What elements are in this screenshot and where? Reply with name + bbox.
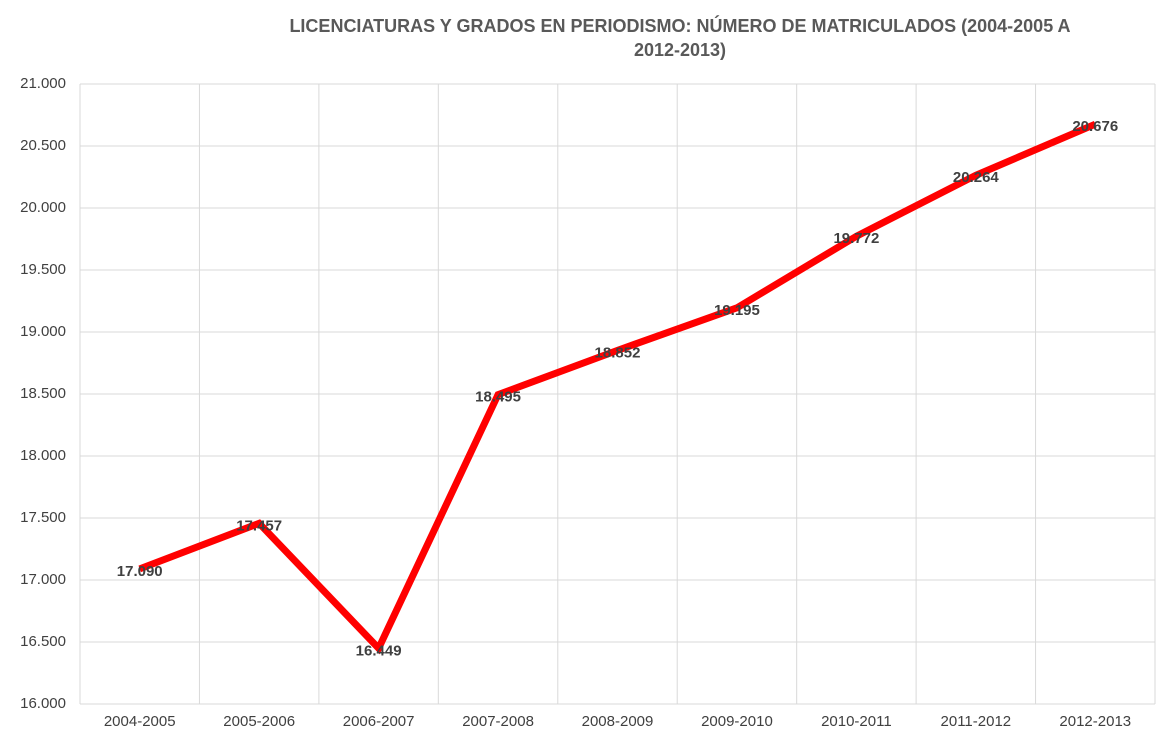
y-tick-label: 18.500 <box>20 385 66 402</box>
x-tick-label: 2006-2007 <box>343 713 415 730</box>
y-tick-label: 16.500 <box>20 633 66 650</box>
value-label: 16.449 <box>356 642 402 659</box>
y-tick-label: 20.000 <box>20 199 66 216</box>
value-label: 19.195 <box>714 302 760 319</box>
x-tick-label: 2009-2010 <box>701 713 773 730</box>
y-tick-label: 17.000 <box>20 571 66 588</box>
x-tick-label: 2005-2006 <box>223 713 295 730</box>
y-tick-label: 17.500 <box>20 509 66 526</box>
value-label: 20.676 <box>1072 118 1118 135</box>
value-label: 17.090 <box>117 563 163 580</box>
y-tick-label: 16.000 <box>20 695 66 712</box>
x-tick-label: 2012-2013 <box>1059 713 1131 730</box>
value-label: 17.457 <box>236 517 282 534</box>
x-tick-label: 2008-2009 <box>582 713 654 730</box>
x-tick-label: 2004-2005 <box>104 713 176 730</box>
y-tick-label: 20.500 <box>20 137 66 154</box>
y-tick-label: 21.000 <box>20 75 66 92</box>
value-label: 18.495 <box>475 389 521 406</box>
chart-title: LICENCIATURAS Y GRADOS EN PERIODISMO: NÚ… <box>289 16 1071 60</box>
line <box>138 120 1097 655</box>
y-tick-label: 19.000 <box>20 323 66 340</box>
x-tick-label: 2010-2011 <box>821 713 892 730</box>
y-tick-label: 18.000 <box>20 447 66 464</box>
x-tick-label: 2007-2008 <box>462 713 534 730</box>
y-tick-label: 19.500 <box>20 261 66 278</box>
value-label: 20.264 <box>953 169 1000 186</box>
value-label: 18.852 <box>595 344 641 361</box>
value-label: 19.772 <box>833 230 879 247</box>
x-tick-label: 2011-2012 <box>941 713 1012 730</box>
